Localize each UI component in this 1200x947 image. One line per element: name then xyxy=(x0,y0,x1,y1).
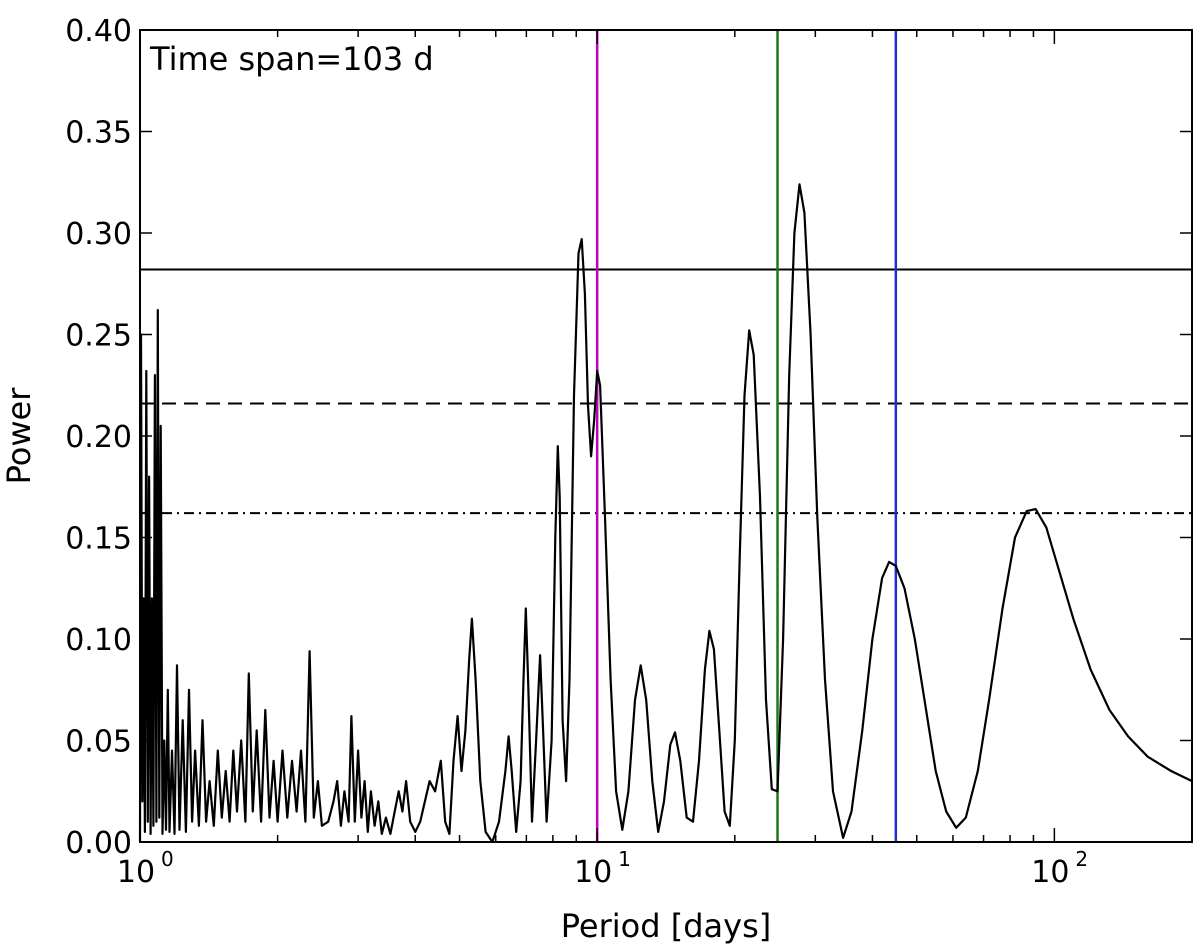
x-tick-exponent: 2 xyxy=(1075,847,1088,871)
y-axis-label: Power xyxy=(0,387,38,485)
y-tick-label: 0.20 xyxy=(65,420,132,455)
series-group xyxy=(138,183,1193,844)
x-tick-exponent: 1 xyxy=(618,847,631,871)
axis-ticks xyxy=(139,29,1193,843)
threshold-lines xyxy=(140,268,1192,515)
y-tick-label: 0.35 xyxy=(65,116,132,151)
x-tick-label: 10 xyxy=(117,855,155,890)
series-line-1 xyxy=(138,183,1193,844)
x-tick-label: 10 xyxy=(1031,855,1069,890)
marker-lines xyxy=(595,30,898,842)
x-axis-label: Period [days] xyxy=(561,907,771,945)
y-tick-label: 0.25 xyxy=(65,319,132,354)
y-tick-label: 0.00 xyxy=(65,826,132,861)
y-tick-label: 0.10 xyxy=(65,623,132,658)
y-tick-label: 0.05 xyxy=(65,725,132,760)
y-tick-label: 0.30 xyxy=(65,217,132,252)
y-tick-label: 0.15 xyxy=(65,522,132,557)
x-tick-exponent: 0 xyxy=(161,847,174,871)
x-tick-label: 10 xyxy=(574,855,612,890)
y-tick-labels: 0.00 0.05 0.10 0.15 0.20 0.25 0.30 0.35 0.40 xyxy=(65,14,132,861)
y-tick-label: 0.40 xyxy=(65,14,132,49)
x-tick-labels: 10 0 10 1 10 2 xyxy=(117,847,1088,890)
time-span-annotation: Time span=103 d xyxy=(149,40,434,78)
